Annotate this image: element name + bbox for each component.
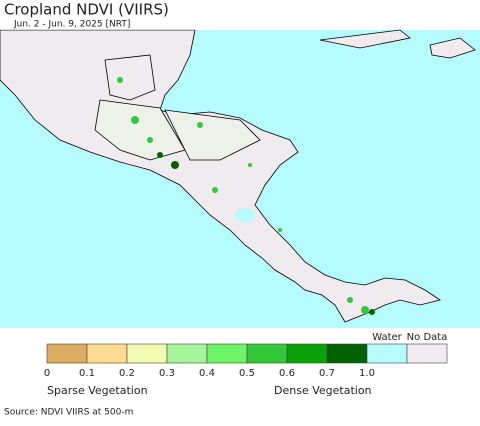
legend-tick-label: 0.7 [319, 368, 335, 379]
title: Cropland NDVI (VIIRS) [4, 1, 169, 19]
legend-swatch [326, 343, 368, 364]
lake [235, 208, 255, 222]
legend-swatch [86, 343, 128, 364]
legend-tick-label: 0.6 [279, 368, 295, 379]
legend-tick-label: 0.1 [79, 368, 95, 379]
legend-swatch [126, 343, 168, 364]
legend: 0 0.1 0.2 0.3 0.4 0.5 0.6 0.7 1.0 Water No Data Spa… [44, 332, 448, 397]
island [429, 37, 476, 59]
nodata-label: No Data [407, 332, 448, 343]
legend-swatch [166, 343, 208, 364]
legend-tick-label: 1.0 [359, 368, 375, 379]
legend-swatch [46, 343, 88, 364]
legend-tick-label: 0 [44, 368, 50, 379]
legend-swatch [406, 343, 448, 364]
legend-swatch [366, 343, 408, 364]
country-border [94, 99, 186, 161]
subtitle: Jun. 2 - Jun. 9, 2025 [NRT] [13, 20, 130, 30]
legend-swatch [286, 343, 328, 364]
legend-tick-label: 0.4 [199, 368, 215, 379]
dense-vegetation [157, 152, 375, 315]
island [319, 29, 411, 49]
country-border [104, 54, 156, 101]
legend-tick-label: 0.5 [239, 368, 255, 379]
country-border [164, 109, 261, 161]
vegetation [117, 77, 369, 314]
map [0, 29, 480, 328]
sparse-label: Sparse Vegetation [47, 384, 148, 397]
legend-swatch [206, 343, 248, 364]
water-label: Water [372, 332, 402, 343]
source: Source: NDVI VIIRS at 500-m [4, 408, 133, 418]
dense-label: Dense Vegetation [274, 384, 372, 397]
legend-tick-label: 0.3 [159, 368, 175, 379]
title-backdrop [0, 0, 200, 30]
legend-swatch [246, 343, 288, 364]
legend-tick-label: 0.2 [119, 368, 135, 379]
